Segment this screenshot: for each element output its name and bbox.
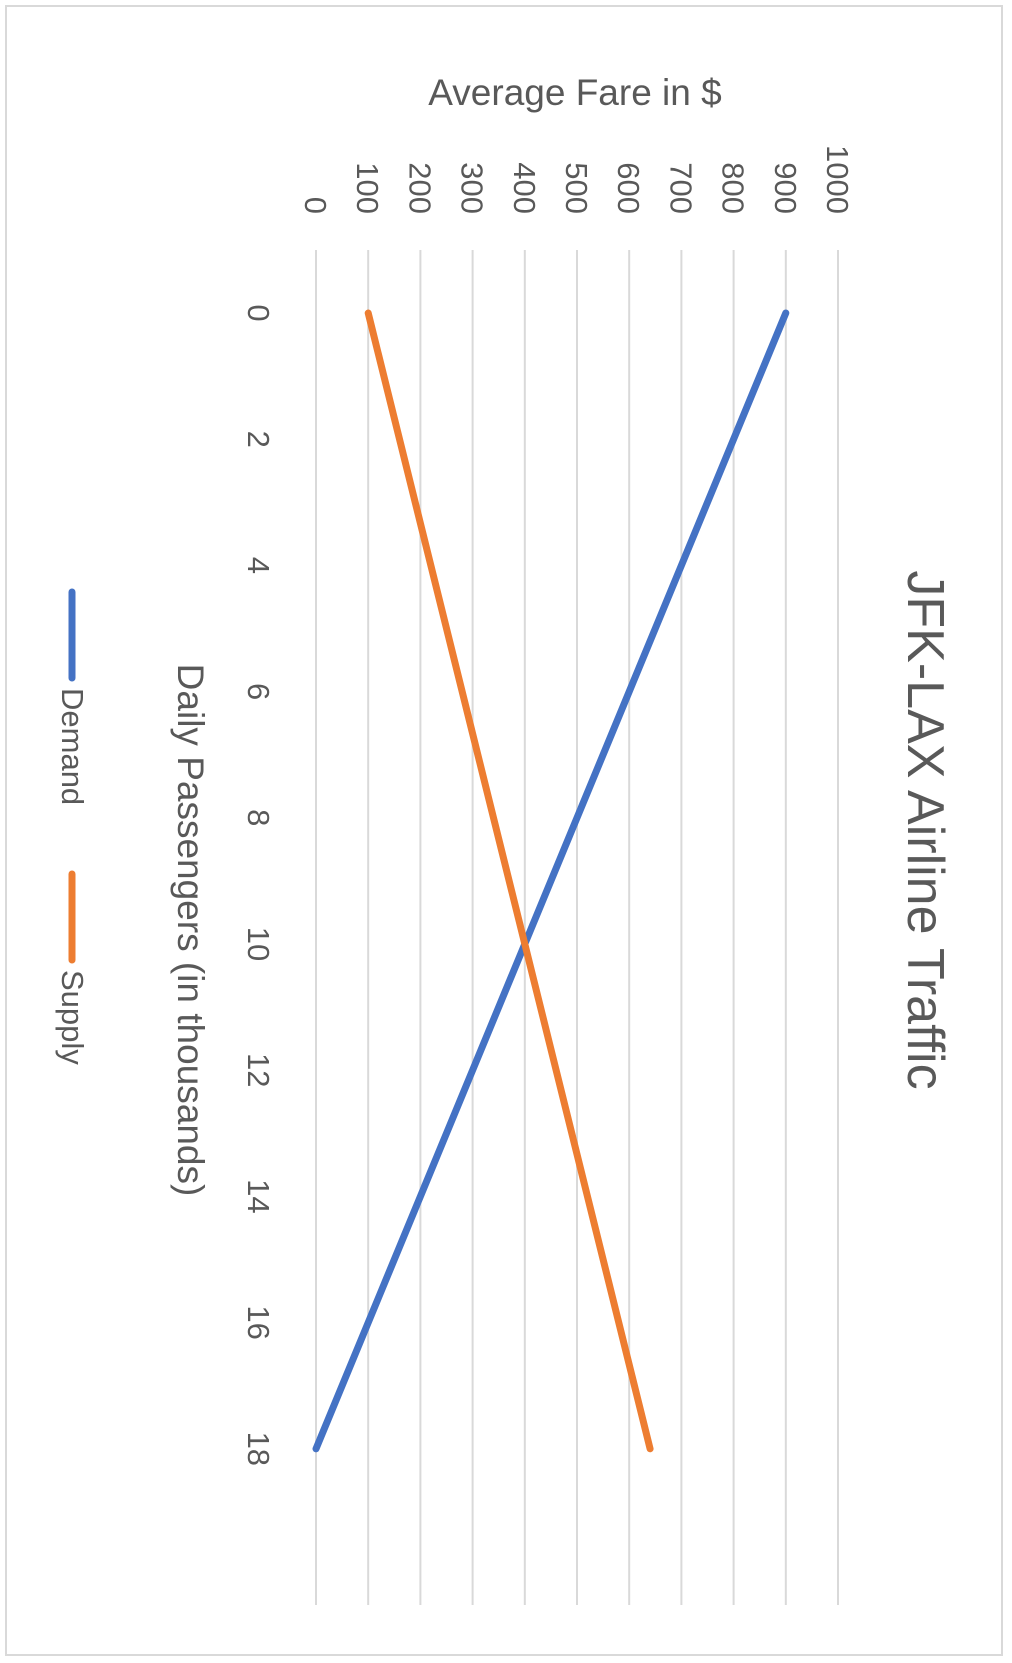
x-axis-title: Daily Passengers (in thousands) — [170, 664, 211, 1197]
y-tick-label: 0 — [298, 197, 333, 214]
y-tick-label: 100 — [350, 162, 385, 214]
y-tick-label: 900 — [768, 162, 803, 214]
x-tick-label: 18 — [241, 1432, 276, 1466]
series-lines — [312, 309, 790, 1453]
x-tick-label: 16 — [241, 1305, 276, 1339]
chart-border — [5, 5, 1003, 1656]
legend-label-supply: Supply — [55, 970, 90, 1065]
series-line-demand — [312, 309, 790, 1453]
x-tick-label: 4 — [241, 557, 276, 574]
y-axis-title: Average Fare in $ — [428, 72, 721, 113]
y-tick-label: 1000 — [820, 145, 855, 214]
legend: Demand Supply — [55, 588, 90, 1065]
x-tick-label: 12 — [241, 1053, 276, 1087]
x-tick-label: 6 — [241, 683, 276, 700]
gridlines — [315, 250, 839, 1605]
legend-label-demand: Demand — [55, 688, 90, 805]
legend-item-demand: Demand — [55, 588, 90, 805]
legend-item-supply: Supply — [55, 870, 90, 1065]
x-tick-label: 0 — [241, 304, 276, 321]
tick-labels: 0 100 200 300 400 500 600 700 800 900 1000 0 2 4 6 8 10 1… — [241, 145, 855, 1466]
x-tick-label: 10 — [241, 927, 276, 961]
chart-title: JFK-LAX Airline Traffic — [896, 570, 954, 1089]
y-tick-label: 300 — [455, 162, 490, 214]
series-line-supply — [364, 309, 654, 1453]
y-tick-label: 200 — [402, 162, 437, 214]
x-tick-label: 14 — [241, 1179, 276, 1213]
y-tick-label: 400 — [507, 162, 542, 214]
x-tick-label: 8 — [241, 809, 276, 826]
y-tick-label: 500 — [559, 162, 594, 214]
y-tick-label: 700 — [663, 162, 698, 214]
x-tick-label: 2 — [241, 431, 276, 448]
y-tick-label: 800 — [716, 162, 751, 214]
y-tick-label: 600 — [611, 162, 646, 214]
